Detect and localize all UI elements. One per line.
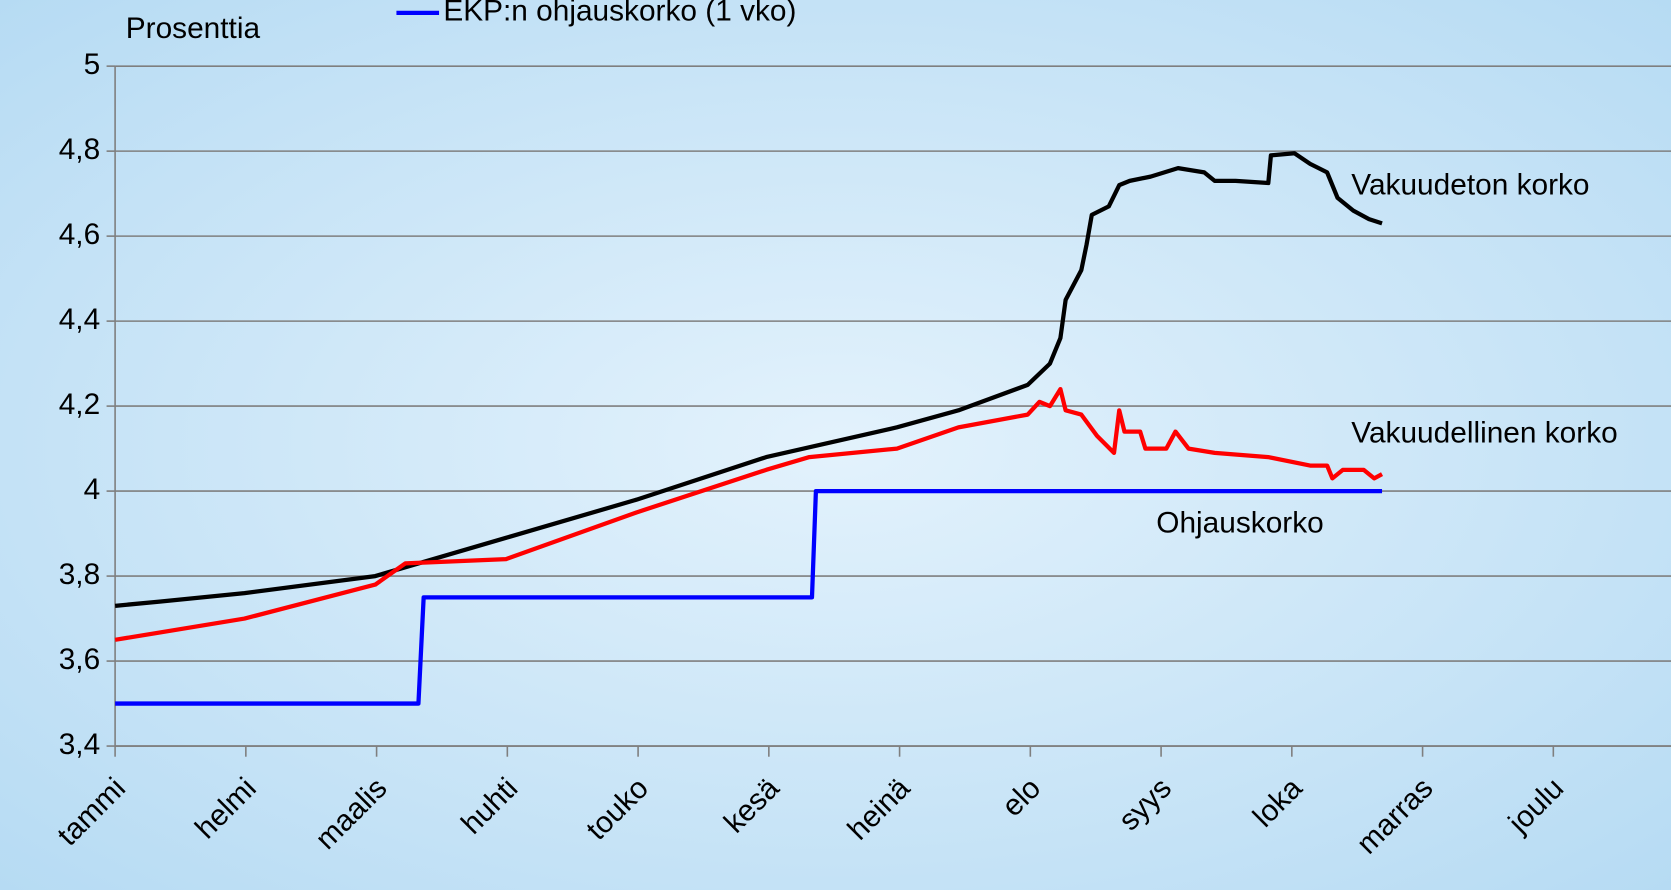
y-tick-label: 4 bbox=[84, 473, 101, 506]
x-tick-label: maalis bbox=[309, 772, 393, 856]
y-tick-label: 3,6 bbox=[59, 643, 100, 676]
x-tick-label: kesä bbox=[718, 771, 786, 839]
series-line bbox=[115, 488, 1383, 706]
y-tick-label: 5 bbox=[84, 48, 101, 81]
series-label: Vakuudellinen korko bbox=[1351, 417, 1617, 450]
series-label: Vakuudeton korko bbox=[1351, 168, 1589, 201]
x-tick-label: marras bbox=[1351, 772, 1440, 861]
x-tick-label: huhti bbox=[455, 772, 524, 841]
y-axis-label: Prosenttia bbox=[126, 12, 261, 45]
y-tick-label: 4,8 bbox=[59, 133, 100, 166]
x-tick-label: elo bbox=[996, 772, 1047, 823]
x-tick-label: syys bbox=[1112, 772, 1178, 838]
x-tick-label: joulu bbox=[1502, 772, 1571, 841]
series-line bbox=[114, 386, 1384, 642]
annotation: Ohjauskorko bbox=[1156, 506, 1323, 539]
y-tick-label: 3,8 bbox=[59, 558, 100, 591]
y-tick-label: 3,4 bbox=[59, 728, 100, 761]
x-tick-label: helmi bbox=[189, 772, 263, 846]
y-tick-label: 4,4 bbox=[59, 303, 100, 336]
legend-label: EKP:n ohjauskorko (1 vko) bbox=[443, 0, 796, 28]
x-tick-label: touko bbox=[580, 772, 655, 847]
y-tick-label: 4,6 bbox=[59, 218, 100, 251]
x-tick-label: tammi bbox=[51, 772, 132, 853]
y-tick-label: 4,2 bbox=[59, 388, 100, 421]
series-line bbox=[114, 151, 1383, 608]
x-tick-label: heinä bbox=[842, 771, 917, 846]
x-tick-label: loka bbox=[1247, 771, 1309, 833]
